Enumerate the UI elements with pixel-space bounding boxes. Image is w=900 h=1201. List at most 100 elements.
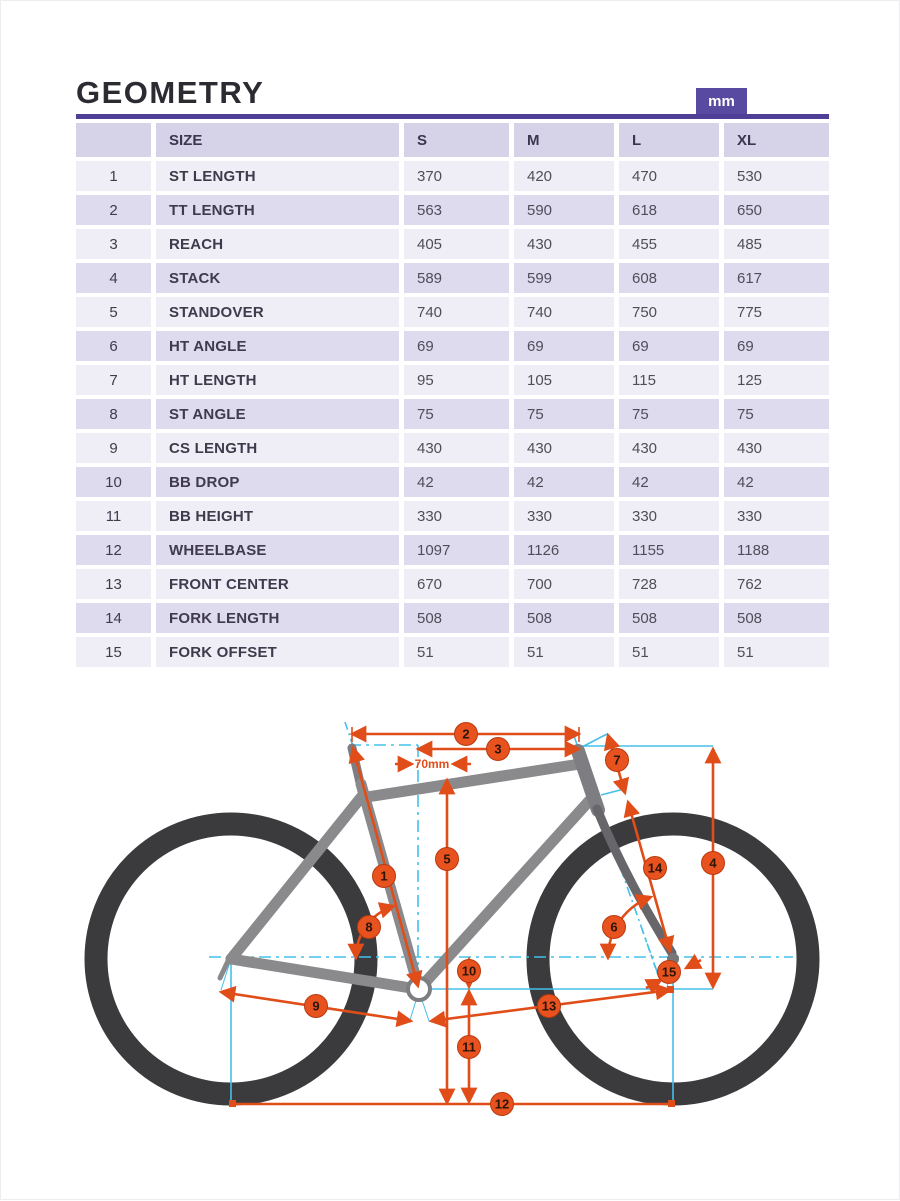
bottom-bracket [406,976,432,1002]
row-value: 430 [404,433,509,463]
callout-badge [602,915,626,939]
table-row: 4 STACK 589 599 608 617 [76,263,829,293]
rear-hub [226,954,236,964]
row-number: 9 [76,433,151,463]
row-label: HT LENGTH [156,365,399,395]
table-row: 9 CS LENGTH 430 430 430 430 [76,433,829,463]
row-label: BB HEIGHT [156,501,399,531]
row-value: 589 [404,263,509,293]
row-label: FORK OFFSET [156,637,399,667]
row-value: 405 [404,229,509,259]
column-header: SIZE [156,123,399,157]
row-value: 69 [404,331,509,361]
table-row: 2 TT LENGTH 563 590 618 650 [76,195,829,225]
row-value: 51 [619,637,719,667]
row-number: 12 [76,535,151,565]
table-row: 13 FRONT CENTER 670 700 728 762 [76,569,829,599]
row-number: 13 [76,569,151,599]
table-row: 8 ST ANGLE 75 75 75 75 [76,399,829,429]
row-value: 1155 [619,535,719,565]
row-number: 6 [76,331,151,361]
callout-badge [643,856,667,880]
row-number: 10 [76,467,151,497]
callout-badge [537,994,561,1018]
callout-number: 1 [380,869,387,884]
row-value: 75 [619,399,719,429]
row-value: 650 [724,195,829,225]
page-title: GEOMETRY [76,75,265,110]
callout-badge [657,960,681,984]
row-label: CS LENGTH [156,433,399,463]
row-label: ST ANGLE [156,399,399,429]
table-header-row: SIZE S M L XL [76,123,829,157]
table-row: 5 STANDOVER 740 740 750 775 [76,297,829,327]
callout-number: 7 [613,753,620,768]
row-value: 508 [619,603,719,633]
row-value: 617 [724,263,829,293]
column-header: S [404,123,509,157]
top-tube [361,758,586,803]
row-value: 370 [404,161,509,191]
row-value: 95 [404,365,509,395]
row-label: TT LENGTH [156,195,399,225]
callout-number: 15 [662,965,676,980]
row-value: 69 [724,331,829,361]
row-label: REACH [156,229,399,259]
callout-number: 9 [312,999,319,1014]
bike-frame [217,743,679,1002]
callout-number: 3 [494,742,501,757]
row-value: 508 [404,603,509,633]
callout-number: 13 [542,999,556,1014]
seatstay [225,789,369,965]
table-row: 10 BB DROP 42 42 42 42 [76,467,829,497]
row-value: 42 [619,467,719,497]
row-value: 563 [404,195,509,225]
row-value: 740 [404,297,509,327]
row-label: ST LENGTH [156,161,399,191]
table-row: 12 WHEELBASE 1097 1126 1155 1188 [76,535,829,565]
row-number: 4 [76,263,151,293]
table-row: 15 FORK OFFSET 51 51 51 51 [76,637,829,667]
callout-badge [372,864,396,888]
row-number: 2 [76,195,151,225]
row-number: 3 [76,229,151,259]
table-row: 6 HT ANGLE 69 69 69 69 [76,331,829,361]
callout-number: 8 [365,920,372,935]
callout-number: 6 [610,920,617,935]
table-row: 1 ST LENGTH 370 420 470 530 [76,161,829,191]
row-value: 430 [619,433,719,463]
callout-number: 2 [462,727,469,742]
unit-badge: mm [696,88,747,114]
row-value: 51 [404,637,509,667]
row-value: 420 [514,161,614,191]
row-value: 590 [514,195,614,225]
column-header: M [514,123,614,157]
row-number: 11 [76,501,151,531]
column-header: L [619,123,719,157]
row-label: HT ANGLE [156,331,399,361]
row-value: 530 [724,161,829,191]
callout-badge [435,847,459,871]
row-value: 69 [619,331,719,361]
callout-number: 14 [648,861,663,876]
geometry-table: SIZE S M L XL 1 ST LENGTH 370 420 470 530 2 TT LENGT… [76,123,829,667]
head-tube [571,744,605,817]
table-row: 11 BB HEIGHT 330 330 330 330 [76,501,829,531]
row-value: 42 [724,467,829,497]
callout-number: 10 [462,964,476,979]
row-value: 430 [514,433,614,463]
row-value: 508 [724,603,829,633]
row-value: 51 [514,637,614,667]
row-number: 15 [76,637,151,667]
callout-number: 5 [443,852,450,867]
row-value: 775 [724,297,829,327]
row-label: WHEELBASE [156,535,399,565]
row-value: 1097 [404,535,509,565]
row-label: FORK LENGTH [156,603,399,633]
callout-badge [304,994,328,1018]
row-value: 508 [514,603,614,633]
chainstay [225,953,423,995]
callout-badge [490,1092,514,1116]
